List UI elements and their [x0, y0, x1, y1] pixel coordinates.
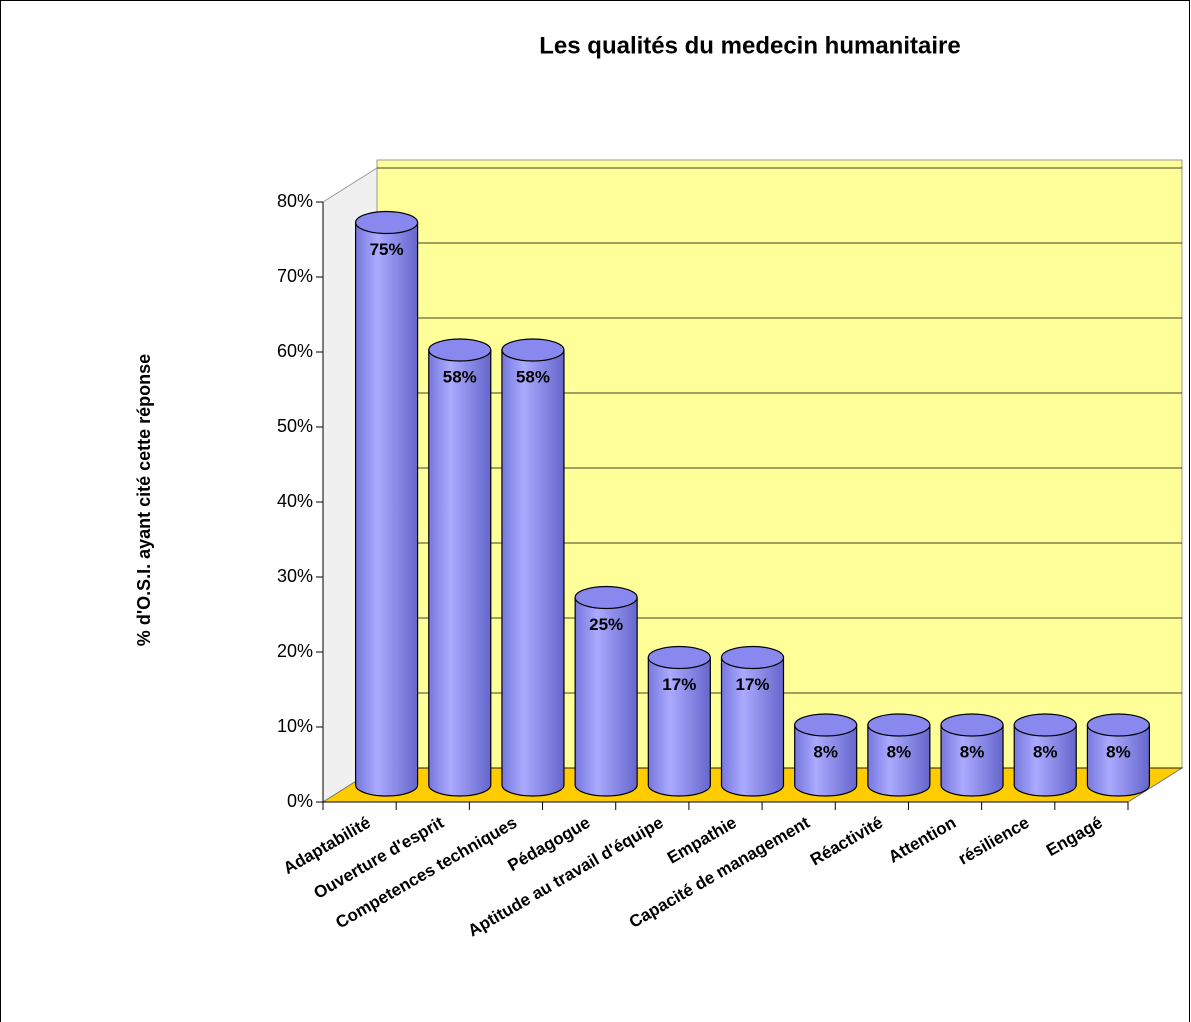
y-tick-label: 70% — [277, 266, 313, 286]
value-label: 8% — [1033, 742, 1058, 761]
bar — [574, 596, 638, 797]
bar-top — [794, 713, 858, 737]
cylinder — [647, 645, 711, 797]
bar — [501, 349, 565, 797]
bar-top — [1013, 713, 1077, 737]
value-label: 8% — [887, 742, 912, 761]
bar-top — [647, 645, 711, 670]
y-tick-label: 10% — [277, 716, 313, 736]
value-label: 8% — [813, 742, 838, 761]
value-label: 25% — [589, 615, 623, 634]
bar — [1086, 724, 1151, 797]
cylinder — [428, 338, 492, 797]
y-axis-label: % d'O.S.I. ayant cité cette réponse — [134, 354, 154, 646]
cylinder — [794, 713, 858, 797]
value-label: 8% — [960, 742, 985, 761]
value-label: 58% — [443, 367, 477, 386]
y-tick-label: 40% — [277, 491, 313, 511]
chart-title: Les qualités du medecin humanitaire — [539, 32, 960, 59]
value-label: 17% — [735, 675, 769, 694]
y-tick-label: 50% — [277, 416, 313, 436]
value-label: 58% — [516, 367, 550, 386]
y-tick-label: 20% — [277, 641, 313, 661]
bar — [354, 221, 419, 797]
value-label: 8% — [1106, 742, 1131, 761]
bar-top — [720, 645, 785, 670]
y-tick-label: 60% — [277, 341, 313, 361]
y-tick-label: 0% — [287, 791, 313, 811]
cylinder — [720, 645, 785, 797]
bar — [940, 724, 1004, 797]
cylinder — [501, 338, 565, 797]
bar-top — [1086, 713, 1151, 737]
bar-top — [354, 210, 419, 235]
bar — [867, 724, 931, 797]
y-tick-label: 80% — [277, 191, 313, 211]
cylinder — [1086, 713, 1151, 797]
bar — [647, 656, 711, 797]
bar-top — [501, 338, 565, 362]
bar — [1013, 724, 1077, 797]
bar-top — [867, 713, 931, 737]
bar — [720, 656, 785, 797]
bar-top — [940, 713, 1004, 737]
y-tick-label: 30% — [277, 566, 313, 586]
bar-top — [428, 338, 492, 362]
bar-top — [574, 585, 638, 610]
cylinder — [574, 585, 638, 797]
value-label: 17% — [662, 675, 696, 694]
bar — [794, 724, 858, 797]
cylinder — [867, 713, 931, 797]
value-label: 75% — [370, 240, 404, 259]
bar — [428, 349, 492, 797]
cylinder — [940, 713, 1004, 797]
cylinder — [354, 210, 419, 797]
cylinder — [1013, 713, 1077, 797]
